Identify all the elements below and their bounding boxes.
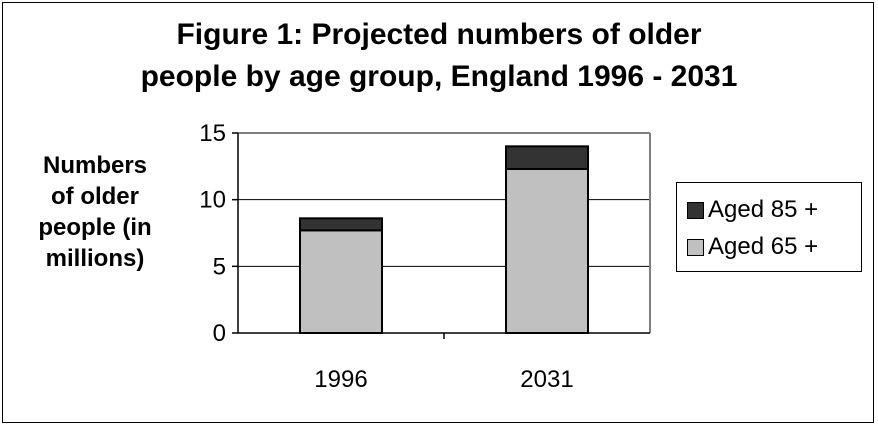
legend: Aged 85 + Aged 65 + bbox=[676, 182, 862, 272]
y-tick-label-0: 0 bbox=[213, 320, 226, 347]
chart-title-line-2: people by age group, England 1996 - 2031 bbox=[140, 60, 738, 93]
bar-1996-aged-65 bbox=[299, 229, 383, 334]
y-tick-label-5: 5 bbox=[213, 253, 226, 280]
y-axis-label: Numbers of older people (in millions) bbox=[20, 150, 170, 274]
y-axis-label-line-4: millions) bbox=[45, 245, 145, 272]
chart-title-line-1: Figure 1: Projected numbers of older bbox=[176, 18, 702, 51]
bar-2031-aged-65 bbox=[505, 168, 589, 334]
y-axis-label-line-1: Numbers bbox=[42, 152, 148, 179]
legend-item-aged-65: Aged 65 + bbox=[687, 232, 818, 262]
x-tick-label-1996: 1996 bbox=[314, 366, 367, 393]
legend-label-aged-65: Aged 65 + bbox=[708, 233, 819, 260]
legend-label-aged-85: Aged 85 + bbox=[708, 196, 819, 223]
bar-2031-aged-85 bbox=[505, 145, 589, 170]
y-axis-label-line-3: people (in bbox=[38, 214, 152, 241]
chart-title: Figure 1: Projected numbers of older peo… bbox=[0, 14, 878, 98]
y-tick-label-15: 15 bbox=[199, 120, 226, 147]
legend-swatch-aged-85 bbox=[687, 201, 704, 219]
x-tick-label-2031: 2031 bbox=[520, 366, 573, 393]
legend-swatch-aged-65 bbox=[687, 238, 704, 256]
legend-item-aged-85: Aged 85 + bbox=[687, 195, 818, 225]
y-axis-label-line-2: of older bbox=[51, 183, 139, 210]
bar-1996-aged-85 bbox=[299, 217, 383, 232]
y-tick-label-10: 10 bbox=[199, 187, 226, 214]
